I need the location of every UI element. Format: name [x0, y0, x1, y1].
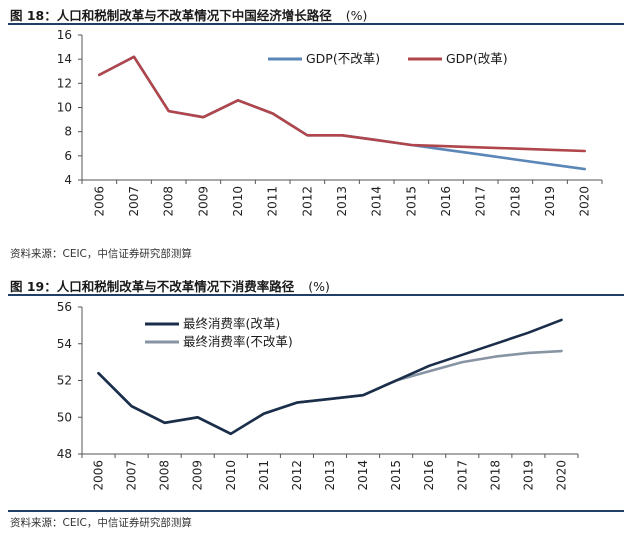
legend-label-2: GDP(改革) — [446, 51, 508, 66]
x-tick-label: 2013 — [323, 460, 337, 491]
x-tick-label: 2016 — [422, 460, 436, 491]
series-line-2 — [98, 55, 587, 153]
y-tick-label: 4 — [64, 173, 72, 187]
y-tick-label: 14 — [57, 52, 72, 66]
x-tick-label: 2014 — [356, 460, 370, 491]
y-tick-label: 48 — [57, 447, 72, 461]
figure2-source: 资料来源：CEIC，中信证券研究部测算 — [10, 517, 192, 529]
x-tick-label: 2020 — [554, 460, 568, 491]
x-tick-label: 2007 — [125, 460, 139, 491]
figure1-source: 资料来源：CEIC，中信证券研究部测算 — [10, 248, 192, 260]
x-tick-label: 2013 — [335, 186, 349, 217]
x-tick-label: 2012 — [290, 460, 304, 491]
x-tick-label: 2015 — [389, 460, 403, 491]
y-tick-label: 16 — [57, 28, 72, 42]
x-tick-label: 2011 — [257, 460, 271, 491]
figure1-title-text: 图 18：人口和税制改革与不改革情况下中国经济增长路径 — [10, 8, 332, 23]
figure2-title: 图 19：人口和税制改革与不改革情况下消费率路径 (%) — [10, 276, 330, 295]
y-tick-label: 8 — [64, 125, 72, 139]
y-tick-label: 6 — [64, 149, 72, 163]
legend-label-1: GDP(不改革) — [306, 51, 380, 66]
x-tick-label: 2019 — [521, 460, 535, 491]
series-line-1 — [97, 318, 563, 436]
x-tick-label: 2017 — [474, 186, 488, 217]
x-tick-label: 2008 — [158, 460, 172, 491]
legend-label-2: 最终消费率(不改革) — [183, 334, 293, 349]
x-tick-label: 2006 — [92, 186, 106, 217]
x-tick-label: 2011 — [266, 186, 280, 217]
legend-label-1: 最终消费率(改革) — [183, 316, 280, 331]
y-tick-label: 12 — [57, 76, 72, 90]
x-tick-label: 2018 — [488, 460, 502, 491]
x-tick-label: 2018 — [508, 186, 522, 217]
figure2-unit: (%) — [308, 279, 330, 294]
figure2-bottom-rule — [8, 510, 624, 512]
figure2-title-rule — [8, 294, 624, 296]
x-tick-label: 2010 — [231, 186, 245, 217]
y-tick-label: 52 — [57, 374, 72, 388]
figure1-title: 图 18：人口和税制改革与不改革情况下中国经济增长路径 (%) — [10, 5, 367, 24]
y-tick-label: 10 — [57, 101, 72, 115]
x-tick-label: 2014 — [370, 186, 384, 217]
gdp-growth-chart: 4 6 8 10 12 14 16 2006 2007 2008 2009 2010 2011 2012 2… — [57, 28, 603, 217]
figure1-title-rule — [8, 23, 624, 25]
x-tick-label: 2020 — [578, 186, 592, 217]
x-tick-label: 2009 — [191, 460, 205, 491]
x-tick-label: 2007 — [127, 186, 141, 217]
x-tick-label: 2012 — [300, 186, 314, 217]
x-tick-label: 2017 — [455, 460, 469, 491]
x-tick-label: 2010 — [224, 460, 238, 491]
y-tick-label: 54 — [57, 337, 72, 351]
x-tick-label: 2015 — [404, 186, 418, 217]
x-tick-label: 2016 — [439, 186, 453, 217]
x-tick-label: 2009 — [196, 186, 210, 217]
y-tick-label: 56 — [57, 300, 72, 314]
y-tick-label: 50 — [57, 410, 72, 424]
x-tick-label: 2008 — [162, 186, 176, 217]
x-tick-label: 2006 — [92, 460, 106, 491]
figure1-unit: (%) — [345, 8, 368, 23]
x-tick-label: 2019 — [543, 186, 557, 217]
figure2-title-text: 图 19：人口和税制改革与不改革情况下消费率路径 — [10, 279, 295, 294]
